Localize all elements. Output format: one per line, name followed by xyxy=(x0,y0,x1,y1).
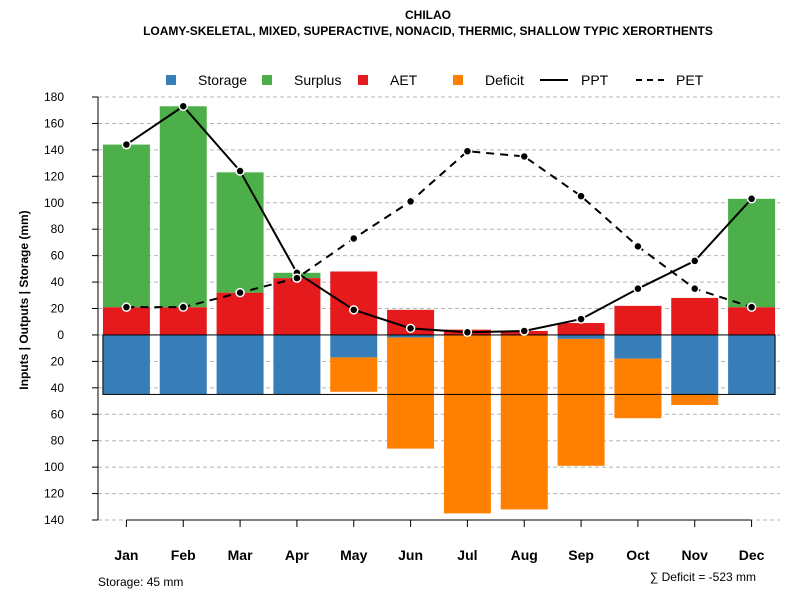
x-tick-label: Jan xyxy=(114,547,138,563)
bar-storage xyxy=(273,335,320,394)
point-pet xyxy=(179,303,187,311)
point-pet xyxy=(463,147,471,155)
bar-storage xyxy=(614,335,661,359)
y-tick-label: 100 xyxy=(44,196,64,210)
y-tick-label: 0 xyxy=(57,328,64,342)
y-tick-label: 20 xyxy=(51,354,65,368)
bar-deficit xyxy=(501,335,548,509)
y-tick-label: 40 xyxy=(51,275,65,289)
bar-deficit xyxy=(444,335,491,513)
x-tick-label: May xyxy=(340,547,367,563)
x-tick-label: Apr xyxy=(285,547,310,563)
y-tick-label: 20 xyxy=(51,302,65,316)
point-ppt xyxy=(691,257,699,265)
water-balance-chart: 180 160 140 120 100 80 60 40 20 0 20 40 60 80 100 120 14… xyxy=(0,0,800,600)
point-ppt xyxy=(463,328,471,336)
bar-deficit xyxy=(387,338,434,449)
bar-surplus xyxy=(103,145,150,308)
x-tick-label: Jul xyxy=(457,547,477,563)
point-pet xyxy=(293,274,301,282)
x-tick-label: Jun xyxy=(398,547,423,563)
bar-deficit xyxy=(614,359,661,418)
storage-note: Storage: 45 mm xyxy=(98,575,183,589)
point-pet xyxy=(634,242,642,250)
bar-storage xyxy=(103,335,150,394)
y-tick-label: 180 xyxy=(44,90,64,104)
bar-storage xyxy=(558,335,605,339)
y-tick-label: 80 xyxy=(51,222,65,236)
bar-aet xyxy=(330,271,377,334)
bar-storage xyxy=(728,335,775,394)
x-tick-label: Nov xyxy=(682,547,709,563)
point-pet xyxy=(691,285,699,293)
point-ppt xyxy=(577,315,585,323)
bar-aet xyxy=(273,278,320,335)
point-pet xyxy=(350,234,358,242)
bar-storage xyxy=(160,335,207,394)
bar-surplus xyxy=(728,199,775,307)
point-ppt xyxy=(407,324,415,332)
point-pet xyxy=(236,289,244,297)
point-ppt xyxy=(520,327,528,335)
bar-aet xyxy=(671,298,718,335)
bar-aet xyxy=(217,293,264,335)
bar-surplus xyxy=(217,172,264,292)
bar-aet xyxy=(558,323,605,335)
bar-deficit xyxy=(671,394,718,405)
y-tick-label: 60 xyxy=(51,249,65,263)
x-tick-label: Mar xyxy=(228,547,253,563)
deficit-total: ∑ Deficit = -523 mm xyxy=(650,570,756,584)
point-pet xyxy=(577,192,585,200)
x-tick-label: Oct xyxy=(626,547,650,563)
y-tick-label: 160 xyxy=(44,116,64,130)
point-ppt xyxy=(634,285,642,293)
point-ppt xyxy=(748,195,756,203)
bar-storage xyxy=(671,335,718,394)
bar-surplus xyxy=(160,106,207,307)
x-tick-label: Dec xyxy=(739,547,765,563)
point-ppt xyxy=(236,167,244,175)
bar-aet xyxy=(614,306,661,335)
point-ppt xyxy=(350,306,358,314)
y-tick-label: 80 xyxy=(51,434,65,448)
point-pet xyxy=(122,303,130,311)
x-tick-label: Aug xyxy=(511,547,538,563)
bar-storage xyxy=(217,335,264,394)
y-tick-label: 60 xyxy=(51,407,65,421)
y-tick-label: 120 xyxy=(44,169,64,183)
y-tick-label: 40 xyxy=(51,381,65,395)
point-pet xyxy=(748,303,756,311)
bar-deficit xyxy=(330,357,377,391)
bar-storage xyxy=(330,335,377,357)
point-ppt xyxy=(179,102,187,110)
y-tick-label: 120 xyxy=(44,487,64,501)
point-pet xyxy=(407,197,415,205)
x-tick-label: Sep xyxy=(568,547,594,563)
y-tick-label: 140 xyxy=(44,143,64,157)
bar-deficit xyxy=(558,339,605,466)
y-tick-label: 140 xyxy=(44,513,64,527)
point-pet xyxy=(520,152,528,160)
x-tick-label: Feb xyxy=(171,547,196,563)
point-ppt xyxy=(122,141,130,149)
y-tick-label: 100 xyxy=(44,460,64,474)
